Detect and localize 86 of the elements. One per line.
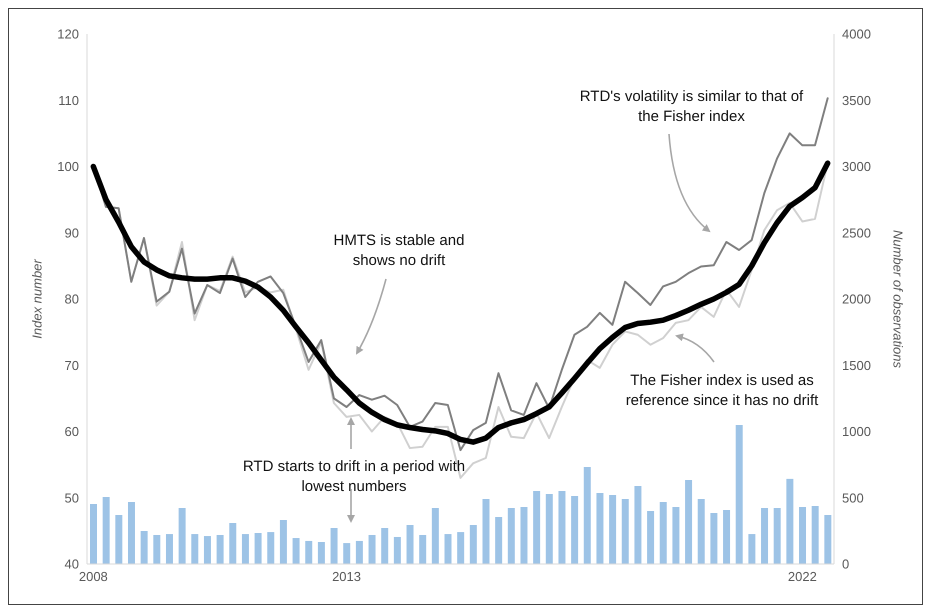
y-tick-label: 50 <box>64 490 79 506</box>
bar <box>495 516 502 564</box>
bar <box>786 478 794 564</box>
y2-tick-label: 2000 <box>842 292 871 307</box>
bar <box>267 532 274 564</box>
bar <box>558 490 566 564</box>
y2-tick-label: 0 <box>842 556 850 572</box>
bar <box>356 540 363 564</box>
bar <box>660 502 667 564</box>
bar <box>584 467 591 564</box>
bar <box>242 534 249 564</box>
bar <box>812 506 819 564</box>
bar <box>318 542 325 564</box>
x-tick-label: 2013 <box>332 569 362 584</box>
bar <box>166 534 173 564</box>
bar <box>191 534 198 564</box>
y-tick-label: 100 <box>57 159 79 174</box>
bar <box>520 507 528 564</box>
y-axis-title: Index number <box>30 258 45 339</box>
bar <box>723 510 730 564</box>
annotation: HMTS is stable and shows no drift <box>332 231 466 271</box>
bar <box>546 494 553 564</box>
bar <box>634 486 642 564</box>
bar <box>394 536 401 564</box>
bar <box>710 512 718 564</box>
bar <box>305 540 312 564</box>
y2-tick-label: 1000 <box>842 424 871 440</box>
y-tick-label: 120 <box>57 26 79 42</box>
bar <box>508 508 515 564</box>
x-tick-label: 2008 <box>78 569 108 584</box>
bar <box>140 531 148 564</box>
bar <box>482 498 490 564</box>
bar <box>672 507 680 564</box>
bar <box>596 492 604 564</box>
annotation: RTD starts to drift in a period with lowest numbers <box>242 457 466 497</box>
y2-tick-label: 3500 <box>842 92 871 108</box>
y-tick-label: 70 <box>64 358 79 373</box>
bar <box>178 508 186 564</box>
bar <box>622 498 629 564</box>
annotation: RTD's volatility is similar to that of the Fisher index <box>578 87 804 127</box>
bar <box>153 534 160 564</box>
annotation: The Fisher index is used as reference since it has no drift <box>624 371 820 411</box>
bar <box>229 523 236 564</box>
bar <box>343 543 350 564</box>
bar <box>824 514 832 564</box>
bar <box>292 538 300 564</box>
y-tick-label: 40 <box>64 556 79 572</box>
bar <box>115 514 122 564</box>
bar <box>432 508 439 564</box>
bar <box>609 494 616 564</box>
bar <box>647 511 654 564</box>
bar <box>761 508 768 564</box>
bar <box>102 496 110 564</box>
bar <box>736 425 743 564</box>
bar <box>419 534 426 564</box>
bar <box>128 502 135 564</box>
bar <box>799 507 806 564</box>
y-tick-label: 80 <box>64 292 79 307</box>
bar <box>368 534 376 564</box>
bar <box>90 504 97 564</box>
y2-tick-label: 3000 <box>842 159 871 174</box>
bar <box>774 508 781 564</box>
bar <box>381 528 388 564</box>
bar <box>330 528 338 564</box>
y2-tick-label: 1500 <box>842 358 871 373</box>
y2-tick-label: 500 <box>842 490 864 506</box>
bar <box>216 534 224 564</box>
y-tick-label: 60 <box>64 424 79 440</box>
x-tick-label: 2022 <box>788 569 817 584</box>
bar <box>444 534 452 564</box>
y2-tick-label: 4000 <box>842 26 871 42</box>
bar <box>533 490 540 564</box>
y2-axis-title: Number of observations <box>890 230 906 369</box>
bar <box>698 498 705 564</box>
y-tick-label: 90 <box>64 225 79 240</box>
bar <box>571 496 578 564</box>
bar <box>280 520 287 564</box>
bar <box>470 525 477 564</box>
y-tick-label: 110 <box>58 92 79 108</box>
bar <box>406 525 414 564</box>
bar <box>254 532 262 564</box>
y2-tick-label: 2500 <box>842 225 871 240</box>
bar <box>685 480 692 564</box>
bar <box>457 532 464 564</box>
bar <box>748 534 756 564</box>
bar <box>204 536 211 564</box>
